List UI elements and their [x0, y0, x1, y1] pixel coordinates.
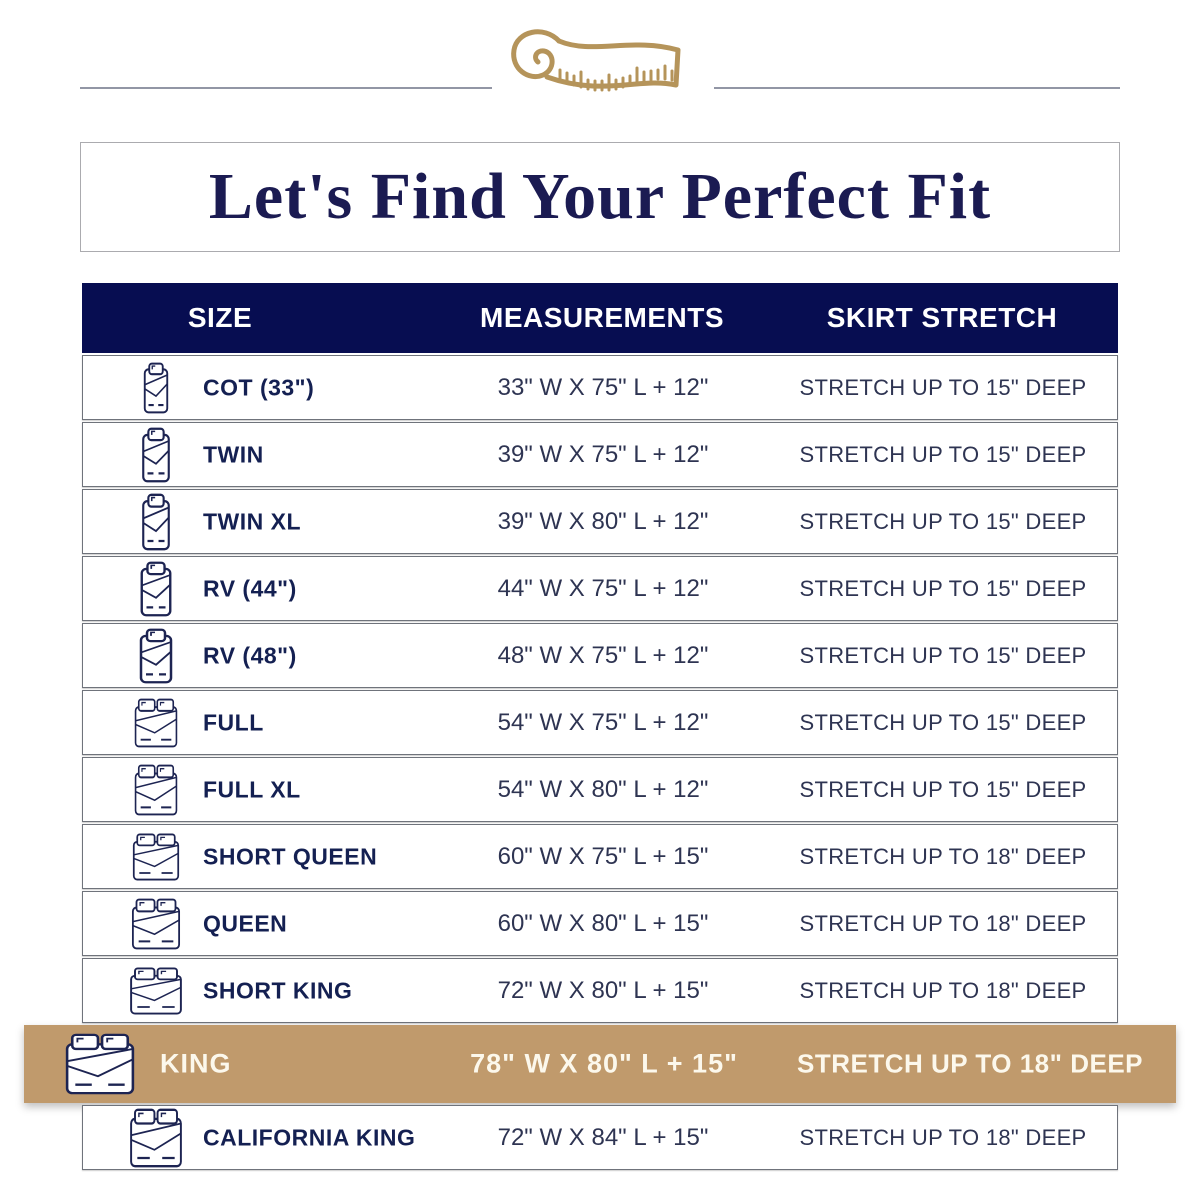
double-bed-icon — [133, 698, 179, 748]
measurements-value: 33" W X 75" L + 12" — [497, 373, 709, 401]
table-body: COT (33") 33" W X 75" L + 12" STRETCH UP… — [24, 355, 1176, 1170]
table-row: RV (44") 44" W X 75" L + 12" STRETCH UP … — [82, 556, 1118, 621]
table-header: SIZE MEASUREMENTS SKIRT STRETCH — [82, 283, 1118, 353]
size-label: RV (48") — [203, 642, 297, 668]
table-row: SHORT KING 72" W X 80" L + 15" STRETCH U… — [82, 958, 1118, 1023]
single-bed-icon — [139, 427, 173, 483]
skirt-stretch-value: STRETCH UP TO 15" DEEP — [799, 508, 1087, 534]
column-header-skirt-stretch: SKIRT STRETCH — [826, 302, 1058, 333]
measurements-value: 44" W X 75" L + 12" — [497, 574, 709, 602]
skirt-stretch-value: STRETCH UP TO 15" DEEP — [799, 776, 1087, 802]
measurements-value: 72" W X 84" L + 15" — [497, 1123, 709, 1151]
measurements-value: 39" W X 75" L + 12" — [497, 440, 709, 468]
double-bed-icon — [63, 1033, 137, 1095]
skirt-stretch-value: STRETCH UP TO 18" DEEP — [799, 910, 1087, 936]
table-row: TWIN XL 39" W X 80" L + 12" STRETCH UP T… — [82, 489, 1118, 554]
single-bed-icon — [139, 493, 173, 551]
measurements-value: 60" W X 80" L + 15" — [497, 909, 709, 937]
size-label: TWIN XL — [203, 508, 302, 534]
size-label: CALIFORNIA KING — [203, 1124, 416, 1150]
skirt-stretch-value: STRETCH UP TO 15" DEEP — [799, 374, 1087, 400]
measurements-value: 54" W X 75" L + 12" — [497, 708, 709, 736]
divider-line-right — [714, 87, 1120, 89]
measuring-tape-icon — [502, 20, 698, 125]
skirt-stretch-value: STRETCH UP TO 18" DEEP — [799, 977, 1087, 1003]
skirt-stretch-value: STRETCH UP TO 18" DEEP — [796, 1048, 1144, 1079]
skirt-stretch-value: STRETCH UP TO 18" DEEP — [799, 1124, 1087, 1150]
skirt-stretch-value: STRETCH UP TO 18" DEEP — [799, 843, 1087, 869]
size-label: FULL — [203, 709, 264, 735]
table-row: FULL XL 54" W X 80" L + 12" STRETCH UP T… — [82, 757, 1118, 822]
table-row: COT (33") 33" W X 75" L + 12" STRETCH UP… — [82, 355, 1118, 420]
size-label: KING — [160, 1048, 232, 1079]
single-bed-icon — [141, 362, 171, 414]
column-header-size: SIZE — [187, 302, 253, 333]
double-bed-icon — [128, 1108, 184, 1168]
table-row: CALIFORNIA KING 72" W X 84" L + 15" STRE… — [82, 1105, 1118, 1170]
measurements-value: 39" W X 80" L + 12" — [497, 507, 709, 535]
skirt-stretch-value: STRETCH UP TO 15" DEEP — [799, 709, 1087, 735]
table-row: SHORT QUEEN 60" W X 75" L + 15" STRETCH … — [82, 824, 1118, 889]
table-row-highlighted: KING 78" W X 80" L + 15" STRETCH UP TO 1… — [24, 1025, 1176, 1103]
measurements-value: 72" W X 80" L + 15" — [497, 976, 709, 1004]
table-row: RV (48") 48" W X 75" L + 12" STRETCH UP … — [82, 623, 1118, 688]
title-banner: Let's Find Your Perfect Fit — [80, 142, 1120, 252]
page-title: Let's Find Your Perfect Fit — [208, 160, 992, 233]
double-bed-icon — [128, 967, 184, 1015]
skirt-stretch-value: STRETCH UP TO 15" DEEP — [799, 642, 1087, 668]
size-label: RV (44") — [203, 575, 297, 601]
size-label: COT (33") — [203, 374, 315, 400]
size-label: SHORT QUEEN — [203, 843, 378, 869]
table-row: TWIN 39" W X 75" L + 12" STRETCH UP TO 1… — [82, 422, 1118, 487]
measurements-value: 48" W X 75" L + 12" — [497, 641, 709, 669]
divider-line-left — [80, 87, 492, 89]
size-label: QUEEN — [203, 910, 288, 936]
size-label: FULL XL — [203, 776, 301, 802]
size-chart-table: SIZE MEASUREMENTS SKIRT STRETCH COT (33"… — [24, 283, 1176, 1170]
table-row: FULL 54" W X 75" L + 12" STRETCH UP TO 1… — [82, 690, 1118, 755]
measurements-value: 60" W X 75" L + 15" — [497, 842, 709, 870]
size-label: SHORT KING — [203, 977, 353, 1003]
skirt-stretch-value: STRETCH UP TO 15" DEEP — [799, 575, 1087, 601]
single-bed-icon — [137, 561, 175, 617]
table-row: QUEEN 60" W X 80" L + 15" STRETCH UP TO … — [82, 891, 1118, 956]
double-bed-icon — [130, 898, 182, 950]
size-label: TWIN — [203, 441, 264, 467]
skirt-stretch-value: STRETCH UP TO 15" DEEP — [799, 441, 1087, 467]
measurements-value: 54" W X 80" L + 12" — [497, 775, 709, 803]
measurements-value: 78" W X 80" L + 15" — [470, 1048, 738, 1079]
double-bed-icon — [133, 764, 179, 816]
single-bed-icon — [136, 628, 176, 684]
double-bed-icon — [131, 833, 181, 881]
column-header-measurements: MEASUREMENTS — [479, 302, 725, 333]
